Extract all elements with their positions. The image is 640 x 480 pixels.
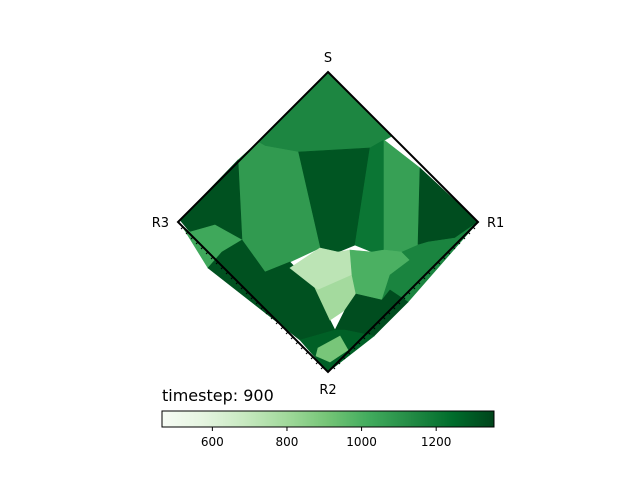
boundary-tick [452,246,456,250]
boundary-tick [347,351,351,355]
boundary-tick [362,336,366,340]
boundary-tick [422,276,426,280]
boundary-tick [457,241,461,245]
boundary-tick [427,271,431,275]
boundary-tick [387,311,391,315]
boundary-tick [180,226,184,230]
boundary-tick [270,316,274,320]
boundary-tick [225,271,229,275]
boundary-tick [417,281,421,285]
boundary-tick [467,231,471,235]
boundary-tick [442,256,446,260]
boundary-tick [305,351,309,355]
boundary-tick [205,251,209,255]
boundary-tick [255,301,259,305]
boundary-tick [392,306,396,310]
boundary-tick [402,296,406,300]
heatmap-cell-bottom-light [315,335,349,363]
colorbar-tick-label: 1200 [421,435,452,449]
boundary-tick [260,306,264,310]
boundary-tick [372,326,376,330]
boundary-tick [185,231,189,235]
corner-label-top: S [324,51,332,66]
boundary-tick [472,226,476,230]
boundary-tick [432,266,436,270]
boundary-tick [407,291,411,295]
boundary-tick [310,356,314,360]
colorbar [161,410,495,428]
boundary-tick [315,361,319,365]
boundary-tick [300,346,304,350]
colorbar-ticks: 600 800 1000 1200 [180,226,476,449]
boundary-tick [320,366,324,370]
corner-label-right: R1 [487,216,504,231]
boundary-tick [342,356,346,360]
boundary-tick [190,236,194,240]
colorbar-tick-label: 800 [276,435,299,449]
boundary-tick [397,301,401,305]
boundary-tick [377,321,381,325]
colorbar-tick-label: 1000 [346,435,377,449]
corner-label-left: R3 [152,216,169,231]
boundary-tick [290,336,294,340]
boundary-tick [382,316,386,320]
colorbar-tick-label: 600 [201,435,224,449]
boundary-tick [265,311,269,315]
heatmap-cells [179,71,479,373]
heatmap-cell-right-block [383,139,421,253]
boundary-tick [200,246,204,250]
corner-label-bottom: R2 [319,383,336,398]
boundary-tick [220,266,224,270]
boundary-tick [250,296,254,300]
boundary-tick [412,286,416,290]
boundary-tick [295,341,299,345]
boundary-tick [352,346,356,350]
boundary-tick [230,276,234,280]
timestep-label: timestep: 900 [162,386,274,405]
boundary-tick [357,341,361,345]
boundary-tick [285,331,289,335]
boundary-tick [195,241,199,245]
boundary-tick [337,361,341,365]
boundary-tick [210,256,214,260]
boundary-tick [275,321,279,325]
boundary-tick [235,281,239,285]
boundary-tick [245,291,249,295]
boundary-tick [462,236,466,240]
plot-boundary [176,70,480,374]
boundary-tick [367,331,371,335]
boundary-tick [240,286,244,290]
boundary-tick [437,261,441,265]
boundary-tick [215,261,219,265]
boundary-tick [280,326,284,330]
heatmap-cell-top-cap [257,71,393,153]
boundary-tick [447,251,451,255]
boundary-tick [332,366,336,370]
